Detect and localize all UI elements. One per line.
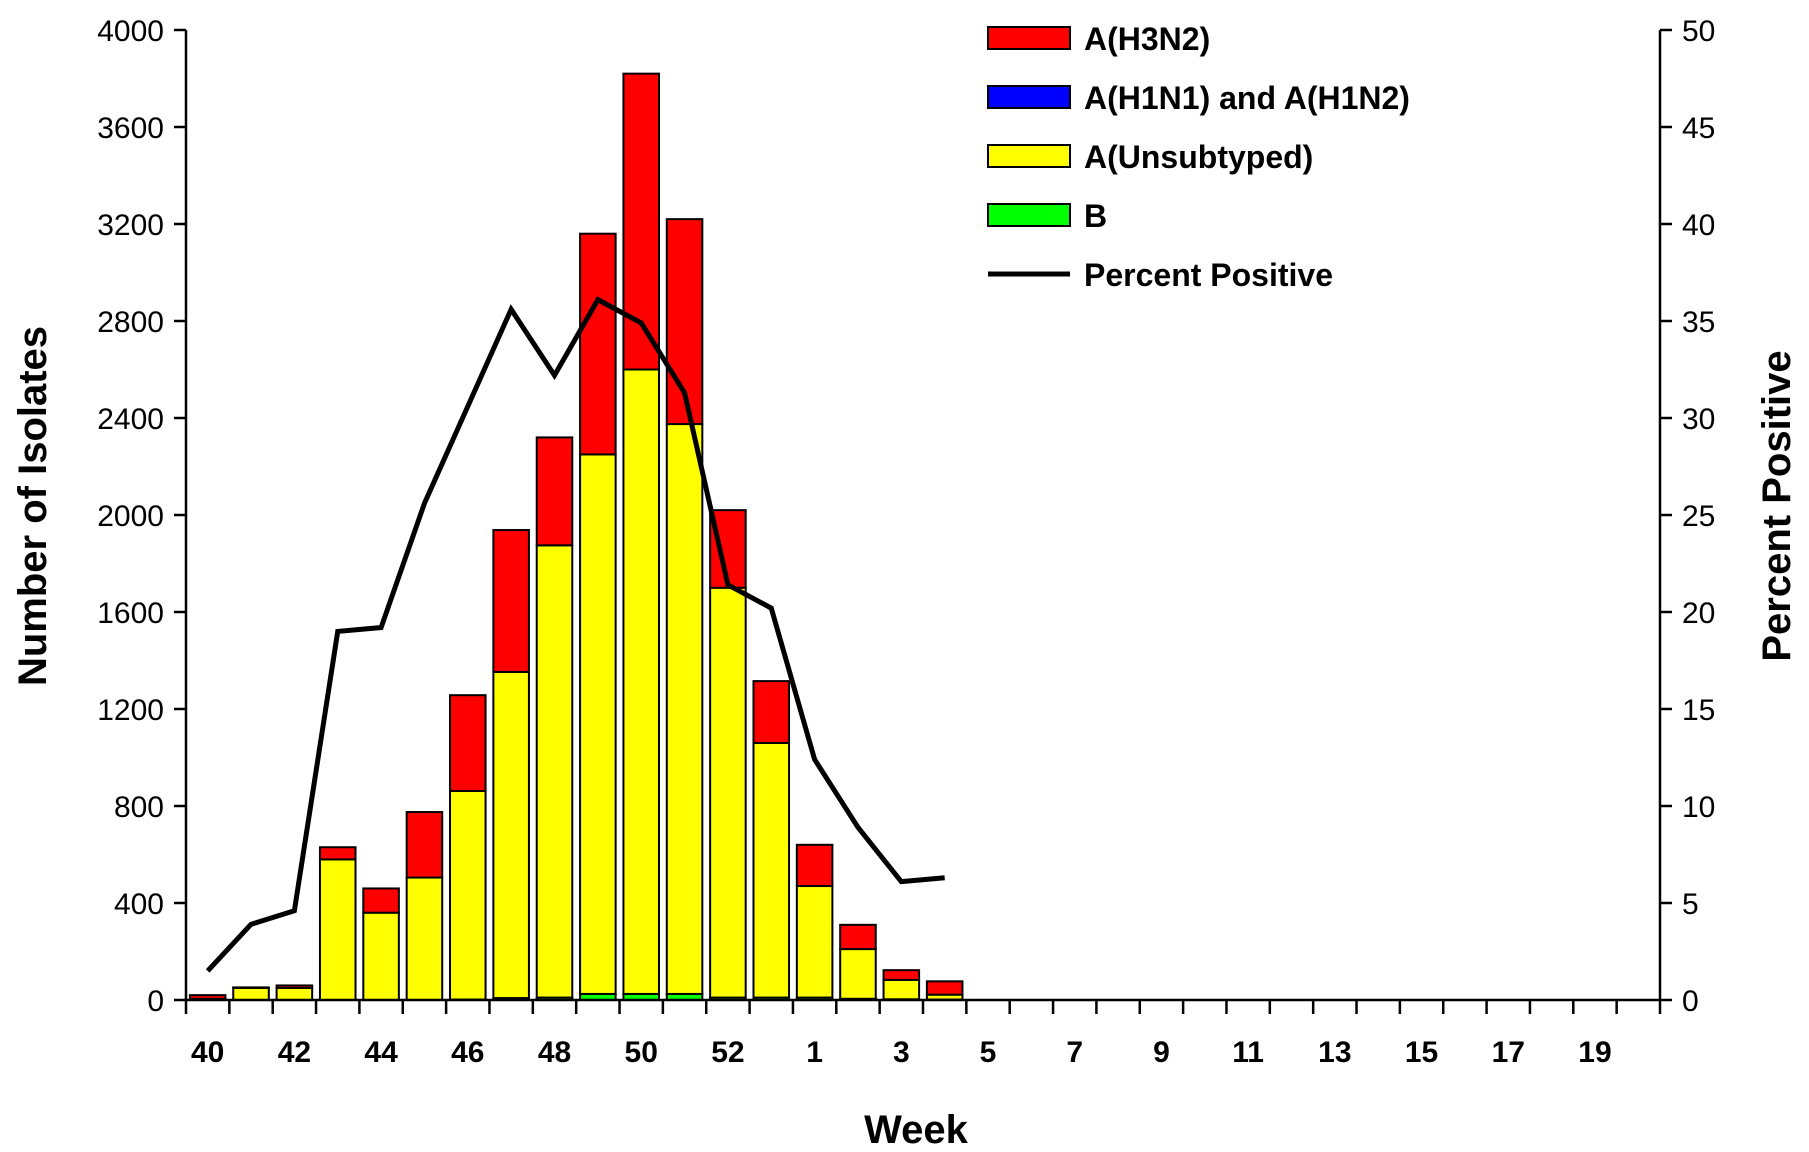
axes-layer: 0 400 800 1200 1600 2000 2400 2800 3200 3600 4000 0…	[97, 15, 1715, 1069]
x-tick-label: 52	[711, 1036, 744, 1069]
bar-a-unsubtyped-41	[232, 986, 270, 1002]
y2-axis-title: Percent Positive	[1755, 350, 1799, 661]
legend-label: A(H1N1) and A(H1N2)	[1084, 80, 1410, 116]
x-tick-label: 3	[893, 1036, 910, 1069]
x-tick-label: 15	[1405, 1036, 1438, 1069]
bar-a-unsubtyped-48	[535, 544, 574, 999]
bar-a-h3n2-44	[362, 887, 400, 914]
bar-a-h3n2-3	[882, 969, 921, 981]
bar-a-unsubtyped-51	[665, 423, 704, 995]
y-tick-label: 1600	[97, 597, 164, 630]
y2-tick-label: 35	[1682, 306, 1715, 339]
legend-swatch	[987, 85, 1071, 109]
x-tick-label: 5	[980, 1036, 997, 1069]
x-tick-label: 11	[1232, 1036, 1264, 1069]
x-tick-label: 9	[1153, 1036, 1170, 1069]
y-tick-label: 3200	[97, 209, 164, 242]
y-tick-label: 800	[114, 791, 164, 824]
bar-a-unsubtyped-44	[362, 911, 400, 1002]
bar-a-h3n2-46	[449, 694, 487, 792]
legend-item-a-h1n1-and-a-h1n2: A(H1N1) and A(H1N2)	[987, 80, 1410, 116]
y-axis-title: Number of Isolates	[11, 326, 55, 686]
legend-label: Percent Positive	[1084, 257, 1333, 293]
bar-a-h3n2-4	[925, 980, 964, 996]
legend-item-a-h3n2: A(H3N2)	[987, 21, 1210, 57]
line-layer	[205, 296, 945, 973]
x-tick-label: 46	[451, 1036, 484, 1069]
y-tick-label: 1200	[97, 694, 164, 727]
bar-a-h3n2-47	[492, 529, 530, 673]
y2-tick-label: 20	[1682, 597, 1715, 630]
legend-swatch	[987, 144, 1071, 168]
x-tick-label: 7	[1066, 1036, 1083, 1069]
bar-a-unsubtyped-2	[839, 948, 877, 1000]
bar-a-h3n2-1	[795, 843, 834, 888]
legend: A(H3N2) A(H1N1) and A(H1N2) A(Unsubtyped) B…	[987, 21, 1410, 293]
x-tick-label: 50	[625, 1036, 658, 1069]
x-tick-label: 1	[806, 1036, 823, 1069]
y2-tick-label: 0	[1682, 985, 1699, 1018]
x-tick-label: 48	[538, 1036, 571, 1069]
bar-a-h3n2-40	[188, 994, 227, 1000]
y-tick-label: 2800	[97, 306, 164, 339]
y-tick-label: 0	[147, 985, 164, 1018]
y2-tick-label: 25	[1682, 500, 1715, 533]
bar-a-h3n2-42	[275, 984, 314, 989]
y-tick-label: 2400	[97, 403, 164, 436]
legend-item-b: B	[987, 198, 1107, 234]
y-tick-label: 400	[114, 888, 164, 921]
y2-tick-label: 45	[1682, 112, 1715, 145]
bar-a-unsubtyped-47	[492, 670, 530, 1000]
bar-a-unsubtyped-50	[622, 368, 660, 995]
y2-tick-label: 50	[1682, 15, 1715, 48]
x-tick-label: 19	[1578, 1036, 1611, 1069]
x-tick-label: 44	[364, 1036, 398, 1069]
bar-a-unsubtyped-43	[318, 858, 357, 1001]
line-percent-positive	[205, 296, 945, 973]
y2-tick-label: 15	[1682, 694, 1715, 727]
bar-a-h3n2-53	[752, 680, 791, 744]
y2-tick-label: 5	[1682, 888, 1699, 921]
bar-a-h3n2-45	[405, 811, 444, 879]
legend-item-percent-positive: Percent Positive	[988, 257, 1333, 293]
bar-a-h3n2-48	[535, 436, 574, 547]
y-tick-label: 3600	[97, 112, 164, 145]
legend-swatch	[987, 26, 1071, 50]
bar-a-unsubtyped-52	[709, 586, 747, 999]
x-axis-title: Week	[864, 1108, 969, 1152]
bar-a-unsubtyped-46	[449, 789, 487, 1001]
y2-tick-label: 40	[1682, 209, 1715, 242]
y2-tick-label: 10	[1682, 791, 1715, 824]
x-tick-label: 40	[191, 1036, 224, 1069]
bar-a-unsubtyped-49	[579, 453, 617, 995]
bar-a-unsubtyped-45	[405, 876, 444, 1001]
y2-tick-label: 30	[1682, 403, 1715, 436]
y-tick-label: 2000	[97, 500, 164, 533]
bar-a-unsubtyped-42	[275, 986, 314, 1002]
legend-label: A(Unsubtyped)	[1084, 139, 1313, 175]
y-tick-label: 4000	[97, 15, 164, 48]
bar-a-h3n2-43	[318, 846, 357, 861]
x-tick-label: 13	[1318, 1036, 1351, 1069]
bar-a-h3n2-2	[839, 923, 877, 951]
x-tick-label: 17	[1492, 1036, 1525, 1069]
x-tick-label: 42	[278, 1036, 311, 1069]
legend-swatch	[987, 203, 1071, 227]
legend-label: B	[1084, 198, 1107, 234]
bar-layer	[188, 72, 964, 1002]
legend-item-a-unsubtyped: A(Unsubtyped)	[987, 139, 1313, 175]
legend-label: A(H3N2)	[1084, 21, 1210, 57]
bar-a-unsubtyped-1	[795, 885, 834, 999]
bar-a-unsubtyped-3	[882, 978, 921, 1001]
bar-a-unsubtyped-53	[752, 741, 791, 999]
bar-a-h3n2-49	[579, 232, 617, 456]
